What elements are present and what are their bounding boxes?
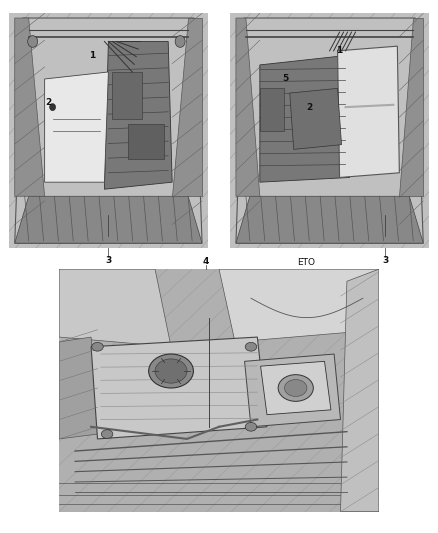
- Polygon shape: [399, 18, 423, 196]
- Bar: [113, 72, 142, 119]
- Polygon shape: [59, 337, 98, 439]
- Text: 1: 1: [336, 46, 343, 55]
- Polygon shape: [340, 269, 379, 512]
- Polygon shape: [236, 18, 260, 196]
- Text: 4: 4: [203, 257, 209, 266]
- Circle shape: [278, 375, 313, 401]
- Polygon shape: [45, 72, 109, 182]
- Circle shape: [245, 423, 257, 431]
- Polygon shape: [15, 196, 202, 243]
- Text: 2: 2: [307, 103, 313, 111]
- Text: ETO: ETO: [297, 258, 314, 267]
- Text: 3: 3: [105, 256, 112, 265]
- Polygon shape: [236, 196, 423, 243]
- Polygon shape: [244, 354, 340, 427]
- Polygon shape: [260, 55, 350, 182]
- Polygon shape: [59, 269, 171, 347]
- Polygon shape: [219, 269, 379, 342]
- Polygon shape: [236, 18, 423, 243]
- Circle shape: [148, 354, 194, 388]
- Polygon shape: [15, 18, 45, 196]
- Polygon shape: [290, 88, 342, 149]
- Polygon shape: [15, 18, 202, 243]
- Circle shape: [175, 36, 185, 47]
- Circle shape: [49, 103, 56, 111]
- Polygon shape: [172, 18, 202, 196]
- Polygon shape: [91, 337, 267, 439]
- Text: 5: 5: [283, 75, 289, 84]
- Text: 3: 3: [382, 256, 389, 265]
- Polygon shape: [338, 46, 399, 177]
- Circle shape: [101, 430, 113, 439]
- Circle shape: [92, 342, 103, 351]
- Circle shape: [28, 36, 38, 47]
- Bar: [128, 124, 164, 159]
- Circle shape: [245, 342, 257, 351]
- Polygon shape: [261, 361, 331, 415]
- Text: 2: 2: [46, 98, 52, 107]
- Polygon shape: [104, 42, 172, 189]
- Circle shape: [155, 359, 187, 383]
- Circle shape: [285, 379, 307, 397]
- Bar: [260, 88, 284, 131]
- Text: 1: 1: [89, 51, 95, 60]
